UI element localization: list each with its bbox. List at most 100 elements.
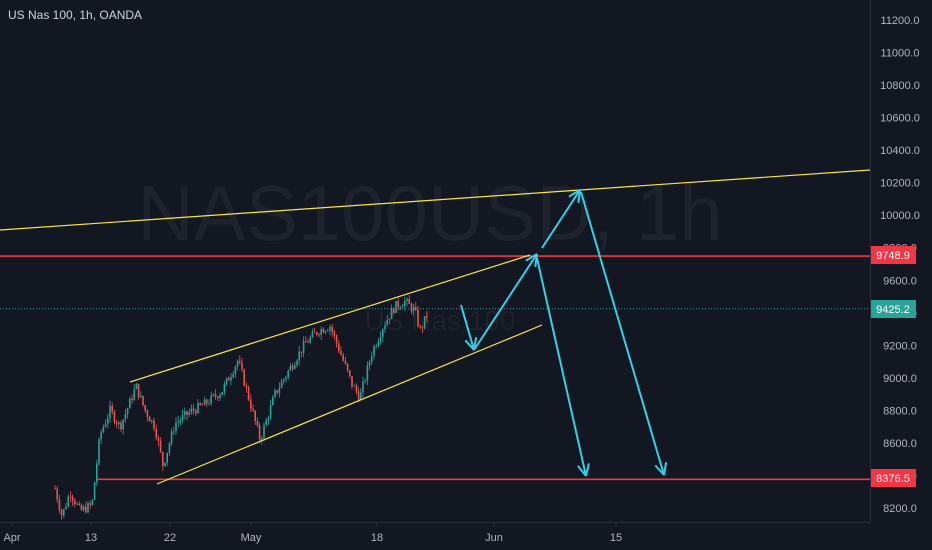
- down-candle-body: [195, 410, 197, 414]
- up-candle-body: [63, 509, 65, 516]
- down-candle-body: [397, 300, 399, 308]
- down-candle-body: [243, 369, 245, 386]
- channel-lower-line: [156, 324, 543, 485]
- arrow-drop-to-support-b-head: [663, 462, 668, 476]
- up-candle-body: [324, 331, 327, 333]
- up-candle-body: [93, 482, 96, 500]
- down-candle-body: [252, 408, 254, 411]
- up-candle-body: [221, 392, 223, 395]
- price-tick-label: 10600.0: [880, 113, 920, 125]
- down-candle-body: [186, 411, 188, 415]
- up-candle-body: [353, 385, 355, 387]
- up-candle-body: [404, 300, 406, 307]
- up-candle-body: [395, 300, 397, 313]
- down-candle-body: [316, 332, 318, 335]
- time-axis[interactable]: Apr 13 22 May 18 Jun 15: [3, 522, 622, 544]
- down-candle-body: [54, 488, 56, 490]
- up-candle-body: [98, 439, 100, 464]
- up-candle-body: [164, 462, 166, 467]
- up-candle-body: [219, 394, 221, 399]
- arrow-rally-to-resistance: [473, 253, 538, 351]
- current-price-label: 9425.2: [871, 300, 916, 318]
- up-candle-body: [379, 336, 382, 342]
- down-candle-body: [338, 343, 340, 352]
- down-candle-body: [410, 303, 413, 312]
- arrow-drop-to-support-a: [536, 257, 587, 477]
- up-candle-body: [278, 387, 281, 393]
- up-candle-body: [364, 380, 366, 382]
- down-candle-body: [256, 420, 259, 426]
- up-candle-body: [386, 319, 388, 326]
- price-tick-label: 10800.0: [880, 80, 920, 92]
- time-tick-label: 15: [610, 532, 622, 544]
- up-candle-body: [320, 329, 322, 335]
- up-candle-body: [188, 412, 190, 415]
- up-candle-body: [327, 330, 329, 332]
- down-candle-body: [159, 440, 162, 452]
- up-candle-body: [399, 307, 402, 309]
- down-candle-body: [247, 387, 250, 400]
- down-candle-body: [120, 422, 122, 430]
- up-candle-body: [311, 331, 314, 338]
- up-candle-body: [173, 431, 175, 433]
- up-candle-body: [285, 376, 287, 380]
- time-tick-label: 22: [164, 532, 176, 544]
- up-candle-body: [166, 452, 168, 463]
- up-candle-body: [107, 418, 109, 424]
- time-tick-label: 13: [85, 532, 97, 544]
- up-candle-body: [82, 506, 85, 511]
- down-candle-body: [115, 422, 118, 424]
- up-candle-body: [294, 365, 296, 369]
- up-candle-body: [129, 398, 131, 409]
- price-axis[interactable]: 11200.0 11000.0 10800.0 10600.0 10400.0 10200…: [880, 15, 920, 515]
- down-candle-body: [346, 363, 349, 371]
- up-candle-body: [302, 341, 305, 353]
- down-candle-body: [313, 331, 316, 333]
- down-candle-body: [245, 385, 248, 388]
- time-tick-label: 18: [371, 532, 383, 544]
- price-tick-label: 9000.0: [883, 373, 917, 385]
- up-candle-body: [232, 373, 234, 378]
- down-candle-body: [357, 391, 360, 400]
- down-candle-body: [153, 420, 155, 429]
- down-candle-body: [417, 309, 419, 327]
- up-candle-body: [371, 355, 373, 362]
- up-candle-body: [91, 499, 94, 505]
- down-candle-body: [71, 496, 74, 501]
- up-candle-body: [109, 405, 111, 419]
- down-candle-body: [322, 329, 325, 333]
- down-candle-body: [331, 326, 333, 332]
- up-candle-body: [208, 403, 210, 405]
- down-candle-body: [426, 316, 428, 318]
- down-candle-body: [148, 416, 151, 422]
- up-candle-body: [267, 417, 270, 420]
- up-candle-body: [230, 377, 232, 381]
- up-candle-body: [179, 420, 182, 422]
- up-candle-body: [289, 365, 292, 371]
- up-candle-body: [126, 408, 129, 414]
- down-candle-body: [146, 410, 149, 417]
- down-candle-body: [199, 402, 201, 405]
- down-candle-body: [276, 390, 278, 393]
- up-candle-body: [197, 402, 199, 414]
- up-candle-body: [181, 414, 184, 421]
- down-candle-body: [78, 503, 80, 505]
- down-candle-body: [258, 425, 261, 440]
- up-candle-body: [100, 431, 102, 440]
- down-candle-body: [421, 327, 424, 329]
- price-tick-label: 10000.0: [880, 210, 920, 222]
- up-candle-body: [223, 383, 226, 393]
- up-candle-body: [287, 370, 289, 377]
- up-candle-body: [329, 326, 331, 331]
- arrow-rally-to-resistance-head: [534, 253, 538, 268]
- down-candle-body: [89, 503, 91, 505]
- down-candle-body: [58, 499, 61, 510]
- symbol-watermark: NAS100USD, 1h: [137, 169, 722, 257]
- up-candle-body: [124, 413, 127, 420]
- down-candle-body: [254, 410, 256, 421]
- down-candle-body: [349, 370, 351, 376]
- down-candle-body: [74, 500, 76, 505]
- up-candle-body: [234, 366, 237, 374]
- down-candle-body: [69, 496, 72, 498]
